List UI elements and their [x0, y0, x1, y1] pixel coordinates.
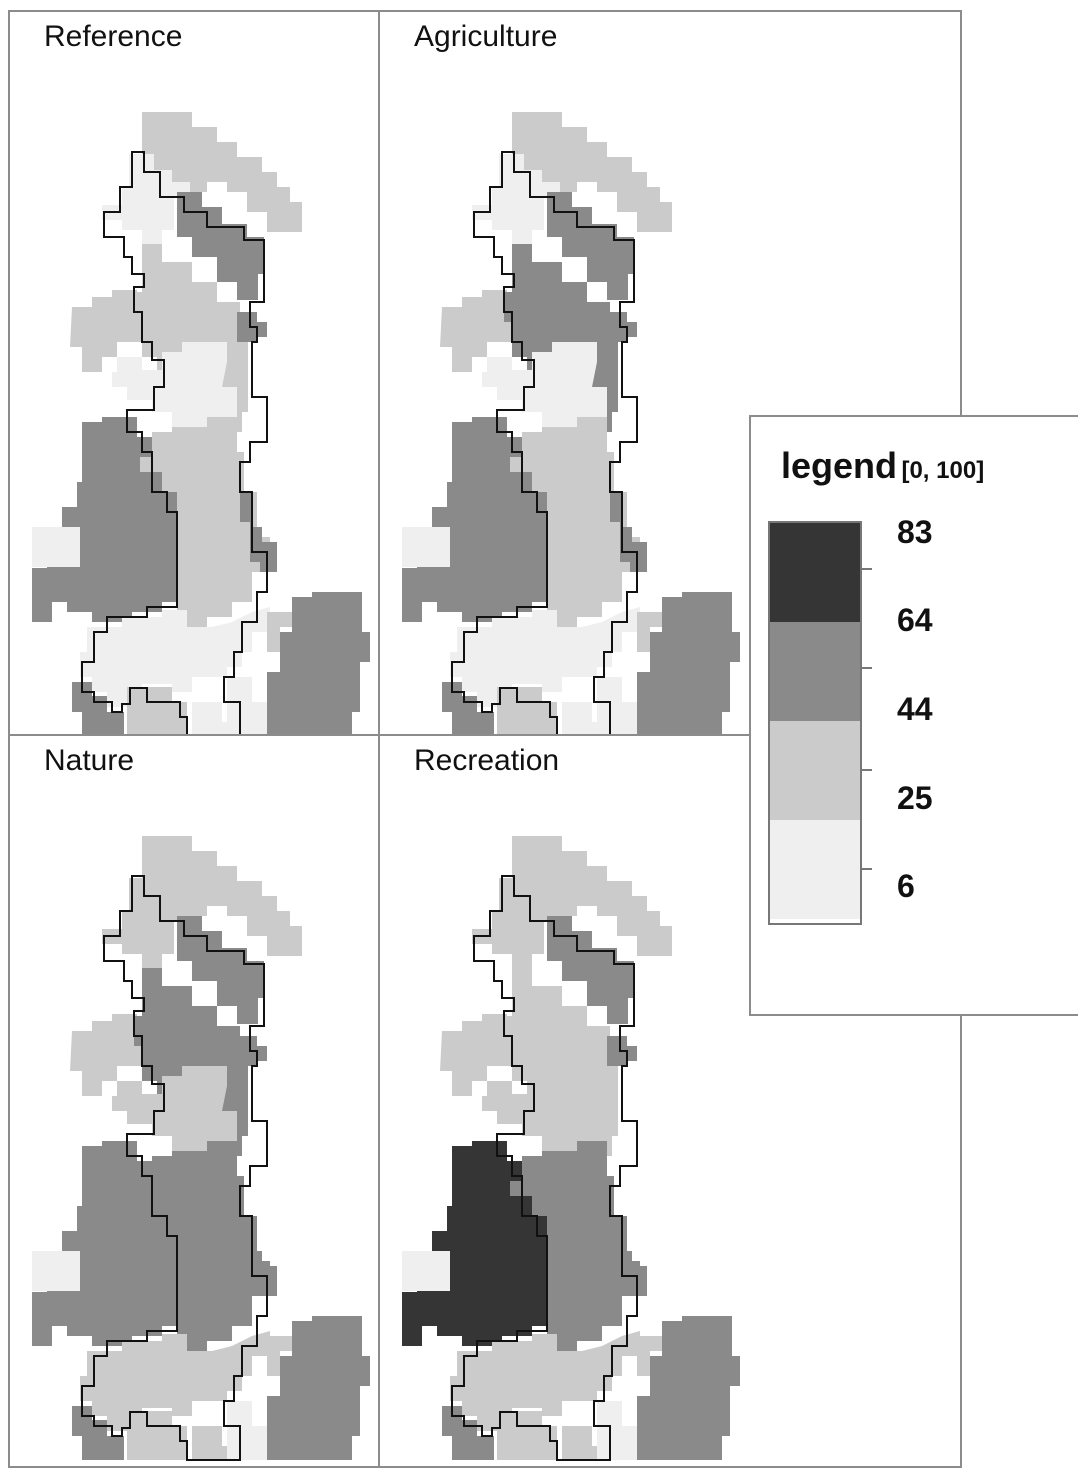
map-panel-nature: Nature [8, 734, 382, 1468]
choropleth-map [32, 112, 370, 736]
map-region [402, 1141, 547, 1346]
map-region [32, 527, 80, 567]
panel-title: Reference [44, 20, 183, 53]
legend-title-text: legend [781, 445, 898, 486]
map-regions [32, 112, 370, 736]
choropleth-map [402, 112, 740, 736]
map-region [512, 836, 672, 956]
map-region [80, 607, 270, 707]
map-region [512, 112, 672, 232]
map-region [450, 607, 640, 707]
legend-label: 44 [897, 691, 933, 727]
map-region [140, 1141, 270, 1351]
legend-tick [860, 667, 872, 669]
map-region [402, 527, 450, 567]
map-region [547, 192, 634, 300]
legend-label: 25 [897, 780, 933, 816]
legend-range: [0, 100] [901, 457, 985, 484]
map-region [267, 1316, 370, 1460]
legend-tick [860, 769, 872, 771]
district-boundary-outline [451, 151, 638, 736]
map-region [227, 1401, 267, 1460]
panel-title: Nature [44, 744, 135, 777]
panel-title: Recreation [414, 744, 560, 777]
map-region [72, 682, 124, 736]
map-region [112, 1066, 237, 1151]
map-region [637, 1316, 740, 1460]
map-region [127, 687, 187, 736]
panel-title: Agriculture [414, 20, 558, 53]
map-region [510, 1141, 640, 1351]
map-region [142, 112, 302, 232]
map-region [472, 878, 560, 968]
map-region [597, 1401, 637, 1460]
legend-swatch-upper [770, 622, 860, 721]
map-region [472, 154, 560, 244]
legend-label: 64 [897, 602, 933, 638]
map-region [32, 1251, 80, 1291]
map-region [440, 1014, 522, 1096]
district-boundary-outline [451, 875, 638, 1461]
map-regions [402, 836, 740, 1461]
map-region [72, 1406, 124, 1460]
map-region [450, 1331, 640, 1431]
legend-box: legend [0, 100] 83 64 44 25 6 [749, 415, 1078, 1016]
map-region [177, 916, 264, 1024]
map-region [140, 417, 270, 627]
map-region [70, 1014, 152, 1096]
map-region [267, 1336, 292, 1376]
choropleth-map [402, 836, 740, 1461]
map-region [142, 836, 302, 956]
map-region [510, 417, 640, 627]
map-region [637, 592, 740, 736]
map-region [402, 1251, 450, 1291]
legend-label: 6 [897, 868, 915, 904]
map-region [497, 687, 557, 736]
map-region [402, 417, 547, 622]
map-regions [402, 112, 740, 736]
map-region [482, 1066, 607, 1151]
choropleth-map [32, 836, 370, 1461]
map-region [637, 1336, 662, 1376]
map-region [267, 612, 292, 652]
map-region [127, 1411, 187, 1460]
map-region [177, 192, 264, 300]
map-region [267, 592, 370, 736]
map-regions [32, 836, 370, 1461]
map-region [547, 916, 634, 1024]
legend-title: legend [0, 100] [781, 445, 984, 487]
legend-swatch-low [770, 820, 860, 919]
map-region [80, 1331, 270, 1431]
map-region [597, 677, 637, 736]
legend-label: 83 [897, 514, 933, 550]
map-region [440, 290, 522, 372]
map-region [32, 417, 177, 622]
legend-swatch-high [770, 523, 860, 622]
map-region [112, 342, 237, 427]
map-region [227, 677, 267, 736]
map-region [442, 1406, 494, 1460]
legend-tick [860, 868, 872, 870]
map-region [102, 154, 190, 244]
district-boundary-outline [81, 875, 268, 1461]
legend-color-bar [768, 521, 862, 925]
map-panel-reference: Reference [8, 10, 382, 738]
map-region [32, 1141, 177, 1346]
map-region [637, 612, 662, 652]
map-region [70, 290, 152, 372]
legend-swatch-lower [770, 721, 860, 820]
map-region [482, 342, 607, 427]
district-boundary-outline [81, 151, 268, 736]
map-region [497, 1411, 557, 1460]
legend-tick [860, 568, 872, 570]
map-region [102, 878, 190, 968]
map-region [442, 682, 494, 736]
